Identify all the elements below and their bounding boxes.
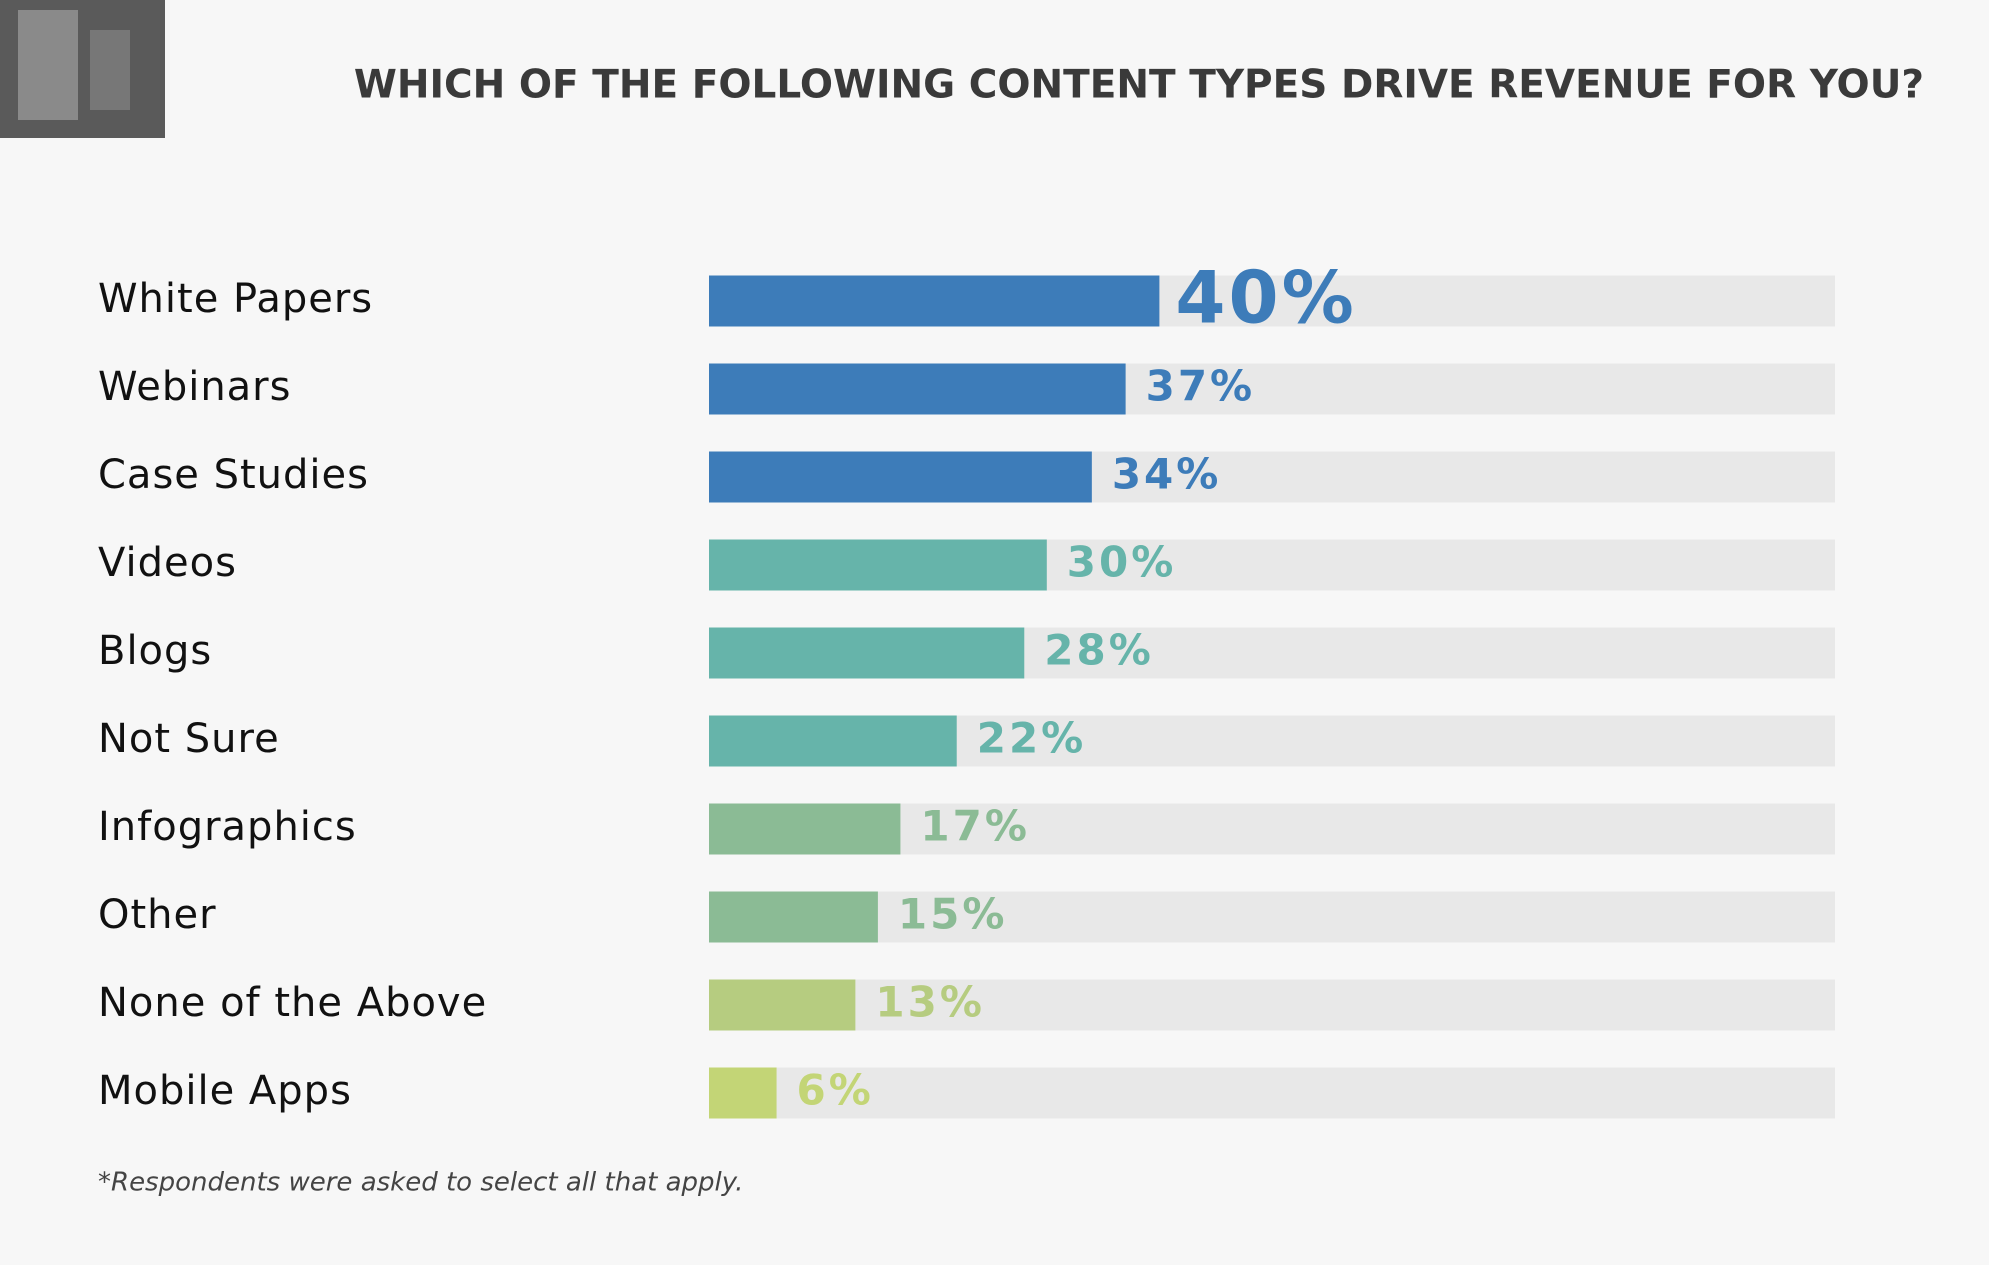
- category-label: Case Studies: [98, 452, 369, 498]
- category-label: White Papers: [98, 276, 373, 322]
- category-label: None of the Above: [98, 980, 487, 1026]
- chart-title: WHICH OF THE FOLLOWING CONTENT TYPES DRI…: [354, 63, 1924, 108]
- value-label: 34%: [1112, 450, 1222, 499]
- value-label: 6%: [797, 1066, 874, 1115]
- bar: [709, 275, 1160, 327]
- value-label: 37%: [1146, 362, 1256, 411]
- bar-track: [709, 891, 1835, 943]
- bar: [709, 627, 1025, 679]
- category-label: Blogs: [98, 628, 212, 674]
- bar: [709, 451, 1092, 503]
- footnote: *Respondents were asked to select all th…: [98, 1168, 743, 1198]
- value-label: 17%: [920, 802, 1030, 851]
- bar: [709, 979, 856, 1031]
- value-label: 13%: [875, 978, 985, 1027]
- value-label: 22%: [977, 714, 1087, 763]
- bar: [709, 715, 957, 767]
- bar: [709, 891, 878, 943]
- bar-track: [709, 979, 1835, 1031]
- bar: [709, 539, 1047, 591]
- category-label: Not Sure: [98, 716, 280, 762]
- category-label: Mobile Apps: [98, 1068, 352, 1114]
- value-label: 30%: [1067, 538, 1177, 587]
- bar: [709, 363, 1126, 415]
- bar: [709, 1067, 777, 1119]
- bar-track: [709, 1067, 1835, 1119]
- blurred-logo-detail: [90, 30, 130, 110]
- value-label: 28%: [1044, 626, 1154, 675]
- category-label: Other: [98, 892, 217, 938]
- value-label: 15%: [898, 890, 1008, 939]
- category-label: Infographics: [98, 804, 357, 850]
- blurred-logo-detail: [18, 10, 78, 120]
- bar: [709, 803, 901, 855]
- category-label: Videos: [98, 540, 237, 586]
- category-label: Webinars: [98, 364, 291, 410]
- value-label: 40%: [1175, 256, 1356, 340]
